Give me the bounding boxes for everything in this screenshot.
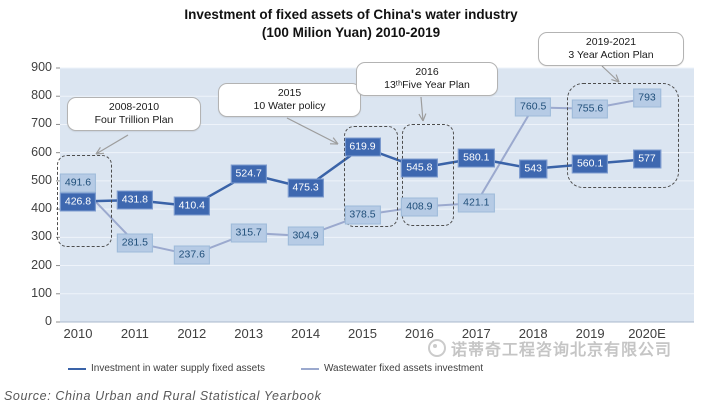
point-label: 408.9 bbox=[401, 197, 438, 217]
callout-arrow bbox=[286, 117, 339, 145]
callout-arrowhead bbox=[611, 79, 620, 83]
annotation-line2: Four Trillion Plan bbox=[94, 114, 174, 126]
annotation-five-year-plan: 2016 13ᵗʰFive Year Plan bbox=[356, 62, 498, 96]
annotation-line2: 13ᵗʰFive Year Plan bbox=[384, 79, 470, 91]
callout-arrowhead bbox=[95, 152, 105, 155]
callout-arrowhead bbox=[422, 113, 427, 122]
annotation-line2: 3 Year Action Plan bbox=[568, 49, 654, 61]
annotation-line1: 2016 bbox=[415, 66, 439, 78]
x-axis-label: 2012 bbox=[177, 326, 207, 341]
point-label: 237.6 bbox=[173, 245, 210, 265]
y-axis-label: 500 bbox=[31, 172, 52, 187]
highlight-box-2010 bbox=[57, 155, 112, 247]
watermark: 诺蒂奇工程咨询北京有限公司 bbox=[428, 336, 672, 360]
y-axis-label: 700 bbox=[31, 116, 52, 131]
legend-label: Wastewater fixed assets investment bbox=[323, 363, 484, 374]
callout-arrow bbox=[95, 134, 129, 155]
point-label: 543 bbox=[519, 159, 547, 179]
x-axis-label: 2020E bbox=[628, 326, 666, 341]
annotation-action-plan: 2019-2021 3 Year Action Plan bbox=[538, 32, 684, 66]
y-axis-label: 0 bbox=[45, 314, 52, 328]
point-label: 491.6 bbox=[59, 173, 97, 193]
point-label: 619.9 bbox=[344, 137, 381, 157]
x-axis-label: 2018 bbox=[518, 326, 548, 341]
point-label: 545.8 bbox=[401, 158, 438, 178]
y-axis-label: 900 bbox=[31, 60, 52, 74]
callout-arrow bbox=[420, 96, 424, 122]
y-axis-label: 300 bbox=[31, 229, 52, 244]
y-axis-label: 600 bbox=[31, 144, 52, 159]
x-axis-label: 2017 bbox=[461, 326, 491, 341]
legend-line-icon bbox=[300, 367, 319, 370]
x-axis-label: 2019 bbox=[575, 326, 605, 341]
source-note: Source: China Urban and Rural Statistica… bbox=[4, 389, 322, 403]
callout-arrowhead bbox=[418, 113, 424, 122]
annotation-line1: 2015 bbox=[277, 87, 302, 99]
point-label: 410.4 bbox=[173, 196, 210, 216]
callout-arrowhead bbox=[332, 137, 339, 145]
watermark-logo-icon bbox=[428, 339, 446, 357]
chart-title-line2: (100 Milion Yuan) 2010-2019 bbox=[261, 25, 441, 40]
point-label: 577 bbox=[633, 149, 661, 169]
point-label: 580.1 bbox=[458, 148, 495, 168]
annotation-water-policy: 2015 10 Water policy bbox=[218, 83, 361, 117]
chart-title: Investment of fixed assets of China's wa… bbox=[0, 6, 702, 42]
callout-arrowhead bbox=[95, 146, 101, 155]
legend-line-icon bbox=[68, 367, 86, 370]
point-label: 421.1 bbox=[458, 193, 495, 213]
y-axis-label: 200 bbox=[31, 257, 52, 272]
annotation-line1: 2008-2010 bbox=[108, 101, 160, 113]
point-label: 281.5 bbox=[116, 233, 154, 253]
point-label: 475.3 bbox=[287, 178, 324, 198]
highlight-box-2015 bbox=[344, 126, 398, 227]
point-label: 378.5 bbox=[344, 205, 381, 225]
point-label: 760.5 bbox=[515, 97, 552, 117]
point-label: 431.8 bbox=[116, 190, 154, 210]
chart-legend: Investment in water supply fixed assets … bbox=[68, 363, 483, 374]
chart-title-line1: Investment of fixed assets of China's wa… bbox=[184, 7, 518, 22]
point-label: 315.7 bbox=[230, 223, 267, 243]
watermark-text: 诺蒂奇工程咨询北京有限公司 bbox=[451, 342, 673, 359]
y-axis-label: 800 bbox=[31, 88, 52, 103]
point-label: 304.9 bbox=[287, 226, 324, 246]
point-label: 793 bbox=[633, 88, 661, 108]
legend-item-water-supply: Investment in water supply fixed assets bbox=[68, 363, 265, 374]
annotation-line2: 10 Water policy bbox=[253, 100, 326, 112]
x-axis-label: 2010 bbox=[63, 326, 93, 341]
y-axis-label: 100 bbox=[31, 285, 52, 300]
x-axis-label: 2011 bbox=[120, 326, 149, 341]
x-axis-label: 2015 bbox=[348, 326, 377, 341]
callout-arrow bbox=[601, 65, 620, 83]
point-label: 560.1 bbox=[571, 154, 609, 174]
point-label: 755.6 bbox=[571, 99, 609, 119]
legend-item-wastewater: Wastewater fixed assets investment bbox=[300, 363, 484, 374]
highlight-box-2019-2020 bbox=[567, 83, 679, 188]
x-axis-label: 2016 bbox=[404, 326, 434, 341]
annotation-four-trillion-plan: 2008-2010 Four Trillion Plan bbox=[67, 97, 201, 131]
point-label: 524.7 bbox=[230, 164, 267, 184]
point-label: 426.8 bbox=[59, 192, 97, 212]
x-axis-label: 2014 bbox=[291, 326, 321, 341]
y-axis-label: 400 bbox=[31, 201, 52, 216]
x-axis-label: 2013 bbox=[234, 326, 264, 341]
legend-label: Investment in water supply fixed assets bbox=[91, 363, 265, 374]
callout-arrowhead bbox=[615, 74, 620, 83]
annotation-line1: 2019-2021 bbox=[585, 36, 637, 48]
